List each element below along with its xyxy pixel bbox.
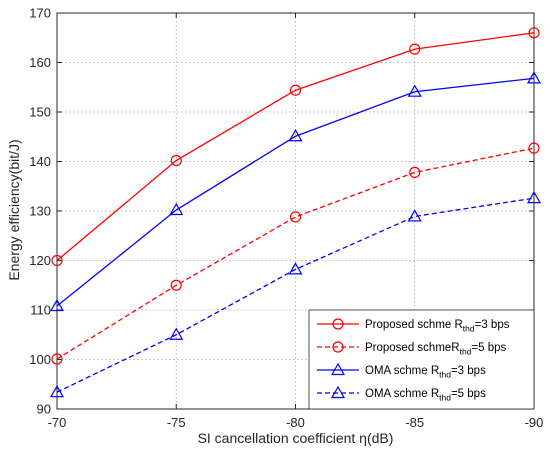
data-point	[289, 84, 302, 96]
data-point	[409, 43, 421, 55]
y-tick-label: 140	[29, 154, 51, 169]
data-point	[407, 84, 422, 97]
data-point	[288, 262, 303, 275]
x-tick-label: -75	[167, 415, 186, 430]
legend-marker	[332, 318, 344, 330]
data-point	[169, 202, 184, 216]
x-tick-label: -90	[525, 415, 544, 430]
series-line	[56, 32, 535, 261]
legend-marker	[332, 341, 344, 353]
data-point	[528, 27, 540, 39]
data-point	[169, 327, 184, 340]
data-point	[170, 154, 182, 167]
x-tick-label: -80	[286, 415, 305, 430]
series-line	[56, 77, 535, 307]
legend-label: OMA schme Rthd=3 bps	[365, 365, 486, 380]
series-layer	[49, 27, 542, 398]
legend-label: Proposed schmeRthd=5 bps	[365, 342, 507, 357]
data-point	[526, 71, 542, 84]
legend-marker	[330, 385, 346, 399]
y-axis-title: Energy efficiency(bit/J)	[6, 139, 22, 280]
series-line	[56, 197, 535, 393]
data-point	[409, 166, 421, 178]
data-point	[51, 254, 63, 267]
data-point	[289, 211, 302, 223]
y-tick-label: 170	[29, 6, 51, 21]
legend-box	[308, 309, 535, 410]
y-tick-label: 120	[29, 253, 51, 268]
x-tick-label: -85	[405, 415, 424, 430]
y-tick-label: 150	[29, 105, 51, 120]
data-point	[51, 353, 63, 365]
legend-label: Proposed schme Rthd=3 bps	[365, 319, 510, 334]
data-point	[288, 129, 303, 142]
x-axis-title: SI cancellation coefficient η(dB)	[198, 430, 394, 446]
y-tick-label: 160	[29, 55, 51, 70]
data-point	[49, 298, 65, 312]
y-tick-label: 130	[29, 204, 51, 219]
data-point	[49, 384, 65, 398]
data-point	[528, 142, 540, 154]
axes-ticks: -70 -75 -80 -85 -90 90 100 110 120 130 140 150 160 17…	[29, 6, 543, 431]
legend-label: OMA schme Rthd=5 bps	[365, 388, 486, 403]
data-point	[526, 190, 542, 204]
x-tick-label: -70	[48, 415, 67, 430]
y-tick-label: 100	[29, 352, 51, 367]
legend-marker	[330, 362, 346, 376]
y-tick-label: 110	[30, 303, 51, 318]
legend: Proposed schme Rthd=3 bps Proposed schmeR…	[308, 309, 535, 410]
y-tick-label: 90	[37, 402, 51, 417]
data-point	[407, 209, 422, 222]
data-point	[170, 279, 182, 291]
